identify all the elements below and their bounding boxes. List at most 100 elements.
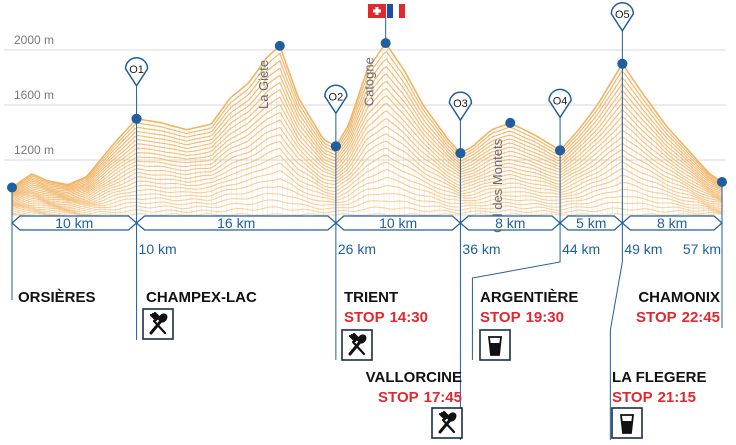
stop-word: STOP <box>480 309 521 326</box>
altitude-tick-label: 2000 m <box>14 33 54 47</box>
profile-contour <box>11 125 723 202</box>
profile-hatch <box>219 114 223 216</box>
profile-hatch <box>701 167 705 216</box>
profile-hatch <box>397 62 400 216</box>
station-labels: ORSIÈRES CHAMPEX-LAC TRIENT STOP 14:30 VALLOR… <box>18 289 720 439</box>
profile-hatch <box>569 141 573 216</box>
french-white <box>393 4 399 18</box>
profile-hatch <box>42 180 45 216</box>
profile-hatch <box>640 92 644 216</box>
profile-hatch <box>234 95 238 216</box>
profile-contour <box>11 65 723 192</box>
peak-marker <box>274 40 285 51</box>
segment-distance: 16 km <box>217 215 255 231</box>
profile-hatch <box>290 78 294 216</box>
profile-hatch <box>315 129 319 216</box>
checkpoint-pin <box>610 2 635 33</box>
profile-hatch <box>204 127 208 216</box>
stop-label: STOP 17:45 <box>378 389 462 406</box>
cumulative-km: 57 km <box>683 241 721 257</box>
profile-hatch <box>113 146 116 216</box>
profile-hatch <box>356 102 360 216</box>
profile-hatch <box>417 97 421 216</box>
peak-labels: La Giète Catogne Col des Montets <box>256 38 516 233</box>
peak-label: Catogne <box>362 57 377 106</box>
fork-knife-icon <box>341 329 373 361</box>
cup-fill <box>490 343 500 355</box>
profile-hatch <box>72 184 76 216</box>
fork-knife-icon <box>431 407 463 439</box>
profile-hatch <box>544 142 547 216</box>
profile-hatch <box>97 164 101 216</box>
stop-word: STOP <box>344 309 385 326</box>
profile-hatch <box>179 129 182 216</box>
profile-hatch <box>528 134 532 216</box>
profile-hatch <box>92 170 96 216</box>
station-name: LA FLEGERE <box>612 369 706 386</box>
profile-hatch <box>189 131 192 216</box>
profile-hatch <box>128 129 131 216</box>
fork-tines <box>348 332 366 356</box>
profile-hatch <box>173 128 177 216</box>
stop-word: STOP <box>612 389 653 406</box>
fork-tines <box>438 410 456 434</box>
stop-label: STOP 21:15 <box>612 389 696 406</box>
profile-hatch <box>351 117 355 216</box>
cup-fill <box>622 421 632 433</box>
stop-time: 21:15 <box>658 389 696 406</box>
profile-hatch <box>326 143 329 216</box>
profile-hatch <box>118 140 121 216</box>
profile-hatch <box>62 185 66 216</box>
profile-hatch <box>133 123 137 216</box>
profile-hatch <box>508 125 512 216</box>
profile-hatch <box>447 141 451 216</box>
segment-distance: 8 km <box>495 215 525 231</box>
cup-icon <box>611 407 643 439</box>
profile-hatch <box>381 50 385 216</box>
profile-hatch <box>31 175 35 216</box>
profile-hatch <box>26 178 30 216</box>
profile-hatch <box>605 93 608 216</box>
profile-hatch <box>660 120 664 216</box>
profile-hatch <box>523 131 527 216</box>
profile-hatch <box>503 127 507 216</box>
profile-hatch <box>265 61 268 216</box>
icon-frame <box>431 407 463 439</box>
profile-hatch <box>422 106 426 216</box>
profile-hatch <box>295 93 299 216</box>
profile-contour <box>11 199 723 215</box>
profile-contour <box>11 169 722 209</box>
station-name: ORSIÈRES <box>18 289 96 306</box>
profile-hatch <box>564 147 568 216</box>
profile-hatch <box>67 186 71 216</box>
profile-hatch <box>665 127 669 216</box>
profile-hatch <box>143 121 147 216</box>
profile-hatch <box>270 55 273 216</box>
profile-hatch <box>468 150 471 216</box>
profile-hatch <box>57 184 60 216</box>
profile-hatch <box>209 126 213 216</box>
profile-hatch <box>463 153 466 216</box>
fork-tines <box>149 311 167 335</box>
profile-hatch <box>280 50 284 216</box>
station-leader <box>471 150 561 360</box>
profile-contour <box>11 87 723 195</box>
profile-contour <box>11 80 723 194</box>
profile-hatch <box>366 72 370 216</box>
profile-hatch <box>402 69 405 216</box>
profile-hatch <box>513 126 517 216</box>
profile-hatch <box>224 107 228 216</box>
profile-hatch <box>331 145 334 216</box>
profile-hatch <box>670 133 674 216</box>
stop-time: 17:45 <box>424 389 462 406</box>
profile-hatch <box>594 109 598 216</box>
profile-hatch <box>336 147 339 216</box>
checkpoint-label: O1 <box>129 64 144 76</box>
profile-hatch <box>478 143 481 216</box>
profile-hatch <box>361 87 365 216</box>
profile-hatch <box>655 113 659 216</box>
stop-time: 22:45 <box>682 309 720 326</box>
profile-hatch <box>432 120 436 216</box>
profile-hatch <box>716 180 720 216</box>
